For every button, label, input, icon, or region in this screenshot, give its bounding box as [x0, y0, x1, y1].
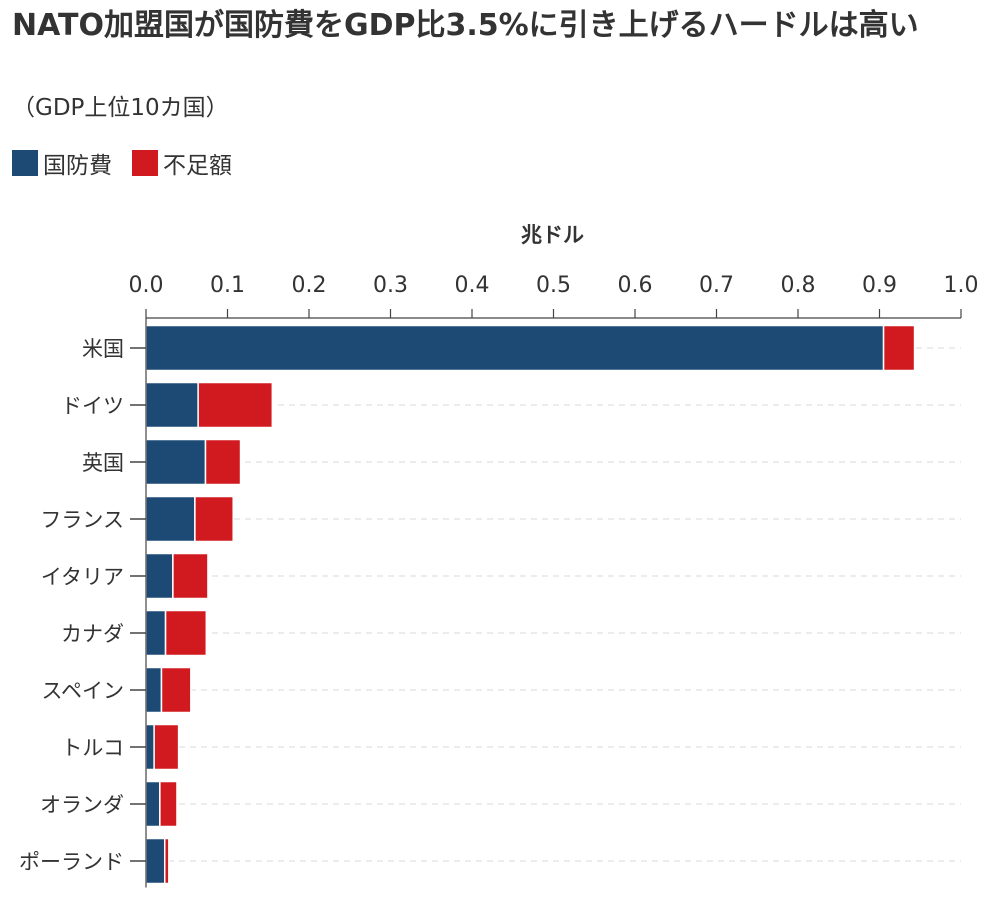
bar-chart: 兆ドル 0.0 0.1 0.2 0.3 0.4 0.5 0.6 0.7 0.8 0.9 1.0 米国ドイ… [19, 223, 979, 888]
bar-defense [145, 723, 155, 771]
legend-label-shortfall: 不足額 [163, 153, 232, 179]
bar-shortfall [197, 381, 274, 429]
legend: 国防費 不足額 [12, 146, 252, 180]
bar-defense [145, 438, 207, 486]
y-tick-label: スペイン [41, 679, 124, 703]
legend-item-defense: 国防費 [12, 146, 112, 180]
y-tick-label: カナダ [61, 622, 124, 646]
chart-title: NATO加盟国が国防費をGDP比3.5%に引き上げるハードルは高い [12, 8, 919, 43]
bar-shortfall [153, 723, 180, 771]
y-tick-label: フランス [40, 508, 124, 532]
y-tick-label: ドイツ [61, 394, 124, 418]
legend-label-defense: 国防費 [43, 153, 112, 179]
y-tick-label: トルコ [61, 736, 124, 760]
x-tick-label: 0.2 [292, 273, 327, 298]
bar-defense [145, 381, 199, 429]
bar-defense [145, 780, 161, 828]
x-tick-label: 0.8 [781, 273, 816, 298]
y-tick-label: 米国 [82, 337, 124, 361]
legend-swatch-defense [12, 150, 38, 176]
x-tick-label: 0.6 [618, 273, 653, 298]
legend-item-shortfall: 不足額 [132, 146, 232, 180]
x-tick-label: 0.0 [129, 273, 164, 298]
y-tick-label: イタリア [41, 565, 124, 589]
bar-shortfall [163, 837, 170, 885]
legend-swatch-shortfall [132, 150, 158, 176]
bar-shortfall [164, 609, 208, 657]
chart-subtitle: （GDP上位10カ国） [12, 95, 229, 121]
bar-shortfall [882, 324, 916, 372]
x-tick-label: 0.1 [210, 273, 245, 298]
bar-shortfall [172, 552, 209, 600]
bar-shortfall [194, 495, 234, 543]
x-tick-label: 0.5 [536, 273, 571, 298]
x-axis-label: 兆ドル [521, 223, 584, 247]
bar-shortfall [204, 438, 242, 486]
x-tick-label: 1.0 [944, 273, 979, 298]
bar-defense [145, 324, 885, 372]
x-tick-label: 0.9 [862, 273, 897, 298]
y-tick-label: ポーランド [19, 850, 124, 874]
bar-defense [145, 609, 167, 657]
y-tick-label: 英国 [82, 451, 124, 475]
x-tick-label: 0.7 [699, 273, 734, 298]
bar-shortfall [159, 780, 178, 828]
bar-shortfall [160, 666, 192, 714]
bar-defense [145, 666, 163, 714]
x-tick-label: 0.3 [373, 273, 408, 298]
bar-defense [145, 495, 196, 543]
x-tick-label: 0.4 [455, 273, 490, 298]
y-tick-label: オランダ [40, 793, 124, 817]
bar-defense [145, 837, 166, 885]
bar-defense [145, 552, 174, 600]
